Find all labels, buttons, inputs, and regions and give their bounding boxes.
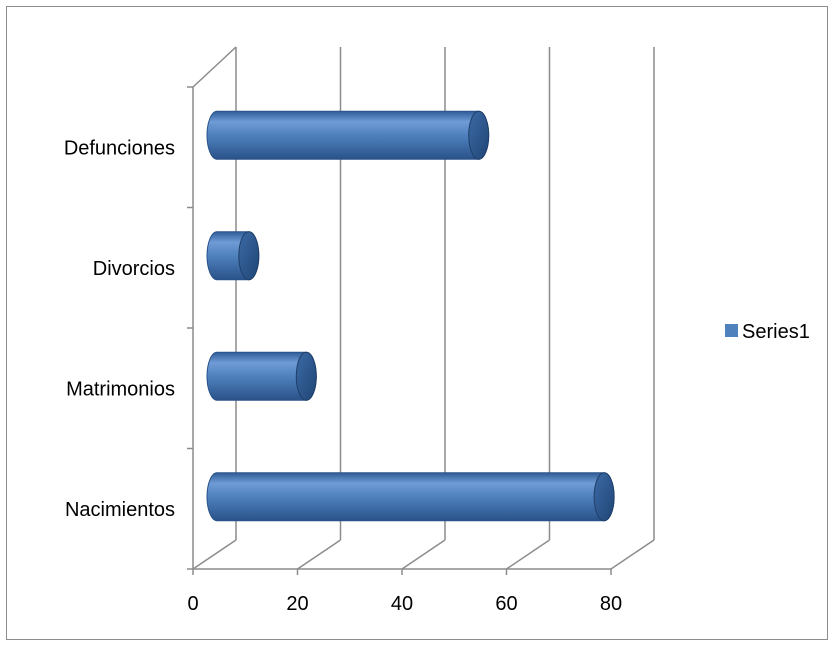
category-label-nacimientos: Nacimientos [65,499,175,521]
x-tick-label-80: 80 [600,593,622,615]
bar-cap-divorcios [238,231,260,281]
x-tick-labels: 0 20 40 60 80 [187,593,622,615]
plot-frame [192,46,237,88]
bar-chart: Nacimientos Matrimonios Divorcios Defuncion… [64,46,810,615]
floor-line-20 [297,539,341,570]
x-tick-label-40: 40 [391,593,413,615]
x-tick-label-20: 20 [286,593,308,615]
category-labels: Nacimientos Matrimonios Divorcios Defuncion… [64,137,175,521]
bar-defunciones [206,110,490,160]
chart-area: Nacimientos Matrimonios Divorcios Defuncion… [6,6,828,640]
bar-cap-matrimonios [295,351,317,401]
x-tick-label-0: 0 [187,593,198,615]
floor-line-0 [192,539,237,570]
legend: Series1 [725,321,810,343]
floor-line-60 [506,539,550,570]
floor-line-80 [610,539,655,570]
axes [187,86,612,575]
category-label-defunciones: Defunciones [64,137,175,159]
floor-line-40 [401,539,446,570]
bar-cap-nacimientos [593,472,615,522]
left-wall-top [192,46,237,88]
bars [206,110,615,522]
bar-cap-defunciones [468,110,490,160]
legend-label-series1: Series1 [742,321,810,343]
bar-nacimientos [206,472,615,522]
category-label-matrimonios: Matrimonios [66,378,175,400]
category-label-divorcios: Divorcios [93,258,175,280]
legend-swatch-series1 [725,324,738,337]
x-tick-label-60: 60 [495,593,517,615]
